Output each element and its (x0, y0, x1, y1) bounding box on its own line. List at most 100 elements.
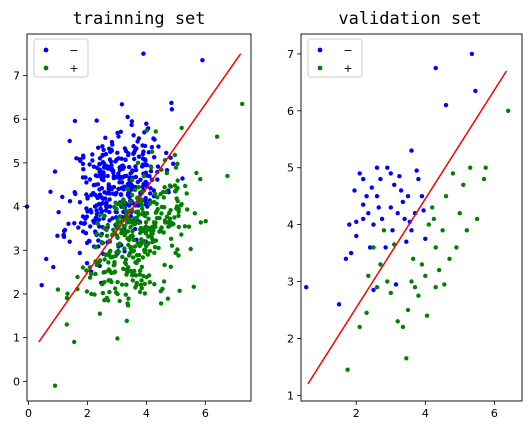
data-point (123, 148, 129, 154)
series-negative-points (304, 51, 478, 307)
y-tick-label: 7 (13, 70, 20, 83)
legend-marker (317, 65, 323, 71)
data-point (180, 176, 185, 181)
data-point (93, 271, 98, 277)
data-point (364, 194, 369, 199)
data-point (392, 182, 397, 187)
data-point (136, 212, 141, 217)
y-tick-label: 1 (13, 332, 20, 345)
data-point (162, 262, 167, 268)
data-point (95, 221, 100, 226)
data-point (404, 239, 409, 244)
data-point (111, 191, 116, 196)
y-tick-label: 7 (287, 48, 294, 61)
data-point (61, 232, 66, 238)
data-point (151, 136, 156, 141)
data-point (87, 162, 92, 167)
data-point (483, 165, 488, 170)
data-point (106, 186, 111, 192)
data-point (115, 150, 120, 155)
data-point (81, 155, 86, 160)
data-point (149, 145, 155, 150)
data-point (110, 142, 115, 147)
data-point (125, 114, 130, 120)
data-point (169, 243, 175, 248)
data-point (124, 272, 129, 277)
data-point (115, 336, 120, 341)
data-point (130, 229, 135, 234)
y-tick-label: 5 (13, 157, 20, 170)
data-point (129, 119, 135, 124)
data-point (150, 239, 155, 245)
data-point (87, 177, 93, 182)
data-point (128, 199, 133, 205)
data-point (97, 258, 103, 263)
data-point (175, 247, 180, 252)
data-point (105, 222, 111, 228)
data-point (93, 245, 98, 250)
data-point (118, 192, 124, 197)
data-point (87, 275, 93, 280)
data-point (137, 243, 142, 249)
data-point (474, 216, 480, 222)
data-point (176, 207, 181, 212)
data-point (172, 215, 177, 220)
data-point (110, 254, 116, 260)
data-point (143, 179, 148, 185)
data-point (345, 367, 350, 372)
data-point (404, 356, 409, 361)
data-point (188, 246, 193, 252)
data-point (106, 278, 111, 283)
data-point (104, 200, 109, 205)
data-point (89, 210, 94, 215)
data-point (385, 279, 390, 284)
data-point (473, 88, 478, 94)
data-point (117, 167, 123, 173)
data-point (433, 65, 438, 71)
data-point (102, 298, 107, 303)
legend-box (307, 38, 363, 78)
data-point (137, 289, 143, 295)
data-point (374, 285, 380, 290)
data-point (55, 233, 60, 238)
data-point (116, 174, 121, 180)
data-point (366, 273, 371, 278)
data-point (84, 261, 90, 266)
data-point (123, 157, 128, 162)
data-point (198, 220, 203, 225)
data-point (431, 216, 437, 222)
data-point (421, 208, 426, 213)
x-tick-label: 0 (25, 407, 32, 420)
data-point (126, 253, 132, 258)
data-point (114, 206, 119, 212)
data-point (106, 298, 111, 303)
data-point (93, 215, 98, 221)
data-point (138, 268, 143, 273)
data-point (186, 224, 192, 229)
data-point (412, 285, 418, 290)
data-point (72, 221, 77, 226)
data-point (148, 191, 153, 196)
data-point (114, 157, 119, 162)
data-point (168, 184, 173, 189)
data-point (52, 169, 58, 174)
data-point (168, 208, 173, 213)
data-point (85, 194, 90, 200)
data-point (416, 176, 421, 182)
data-point (160, 286, 165, 291)
data-point (139, 278, 144, 283)
data-point (115, 235, 120, 240)
data-point (67, 138, 72, 144)
data-point (397, 174, 402, 179)
data-point (48, 189, 53, 194)
data-point (146, 216, 151, 221)
data-point (65, 291, 70, 296)
legend: −+ (307, 38, 363, 78)
data-point (153, 129, 158, 134)
data-point (400, 199, 406, 205)
legend-marker (43, 65, 49, 71)
data-point (152, 245, 158, 250)
data-point (97, 311, 103, 316)
decision-line (38, 53, 242, 343)
